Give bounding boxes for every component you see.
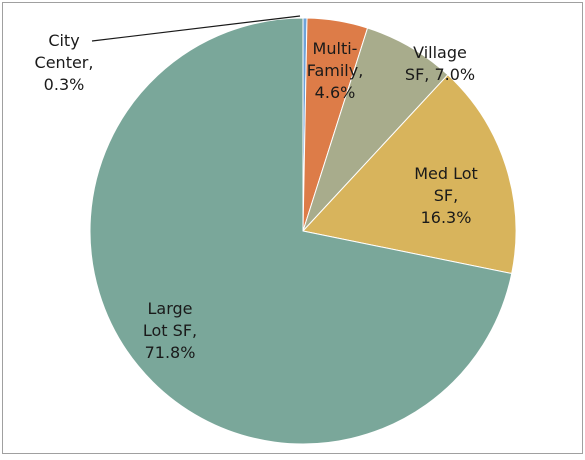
data-label: Large Lot SF, 71.8% [143, 299, 197, 362]
data-labels: City Center, 0.3% Multi-Family, 4.6% Village S… [35, 31, 478, 362]
leader-line [91, 15, 301, 42]
data-label: City Center, 0.3% [35, 31, 94, 94]
pie-slice [302, 74, 517, 275]
data-label: Med Lot SF, 16.3% [414, 164, 478, 227]
pie [89, 17, 517, 445]
data-label: Multi-Family, 4.6% [307, 39, 364, 102]
data-label: Village SF, 7.0% [405, 43, 475, 84]
pie-slice [89, 17, 513, 445]
